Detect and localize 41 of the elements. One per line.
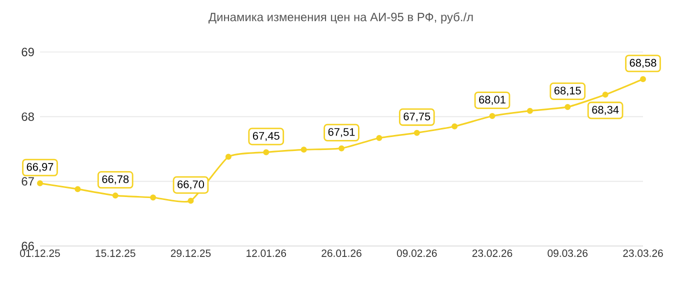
data-label: 67,75 xyxy=(404,112,430,122)
x-tick-label: 09.03.26 xyxy=(548,250,588,257)
x-tick-label: 12.01.26 xyxy=(246,250,286,257)
point xyxy=(338,145,345,152)
point xyxy=(188,198,194,204)
data-label: 68,15 xyxy=(554,86,581,96)
data-label: 67,51 xyxy=(328,128,355,138)
data-label: 68,34 xyxy=(592,106,619,115)
point xyxy=(602,92,608,98)
point xyxy=(112,192,118,199)
data-label: 66,97 xyxy=(26,163,54,172)
chart-title: Динамика изменения цен на АИ-95 в РФ, руб./л xyxy=(208,12,473,24)
x-tick-label: 26.01.26 xyxy=(322,250,362,257)
point xyxy=(74,186,81,192)
point xyxy=(452,123,458,130)
data-label: 68,01 xyxy=(479,96,506,105)
point xyxy=(640,76,646,82)
point xyxy=(263,149,270,156)
point xyxy=(37,180,44,186)
x-tick-label: 01.12.25 xyxy=(20,250,60,257)
y-tick-label: 68 xyxy=(22,112,34,121)
y-tick-label: 69 xyxy=(22,48,34,56)
y-tick-label: 66 xyxy=(22,242,34,250)
x-tick-label: 23.02.26 xyxy=(472,250,512,257)
x-tick-label: 23.03.26 xyxy=(623,250,663,257)
y-tick-label: 67 xyxy=(22,177,34,186)
point xyxy=(489,113,496,120)
data-label: 68,58 xyxy=(630,58,656,68)
point xyxy=(150,194,156,200)
x-tick-label: 09.02.26 xyxy=(396,250,437,257)
x-tick-label: 15.12.25 xyxy=(96,250,136,257)
data-label: 66,78 xyxy=(102,175,129,184)
x-tick-label: 29.12.25 xyxy=(170,250,211,257)
data-label: 67,45 xyxy=(252,132,280,142)
point xyxy=(526,108,533,114)
data-label: 66,70 xyxy=(178,180,204,190)
point xyxy=(300,146,307,153)
point xyxy=(225,154,232,160)
point xyxy=(414,130,420,136)
point xyxy=(376,135,382,142)
point xyxy=(564,104,571,110)
